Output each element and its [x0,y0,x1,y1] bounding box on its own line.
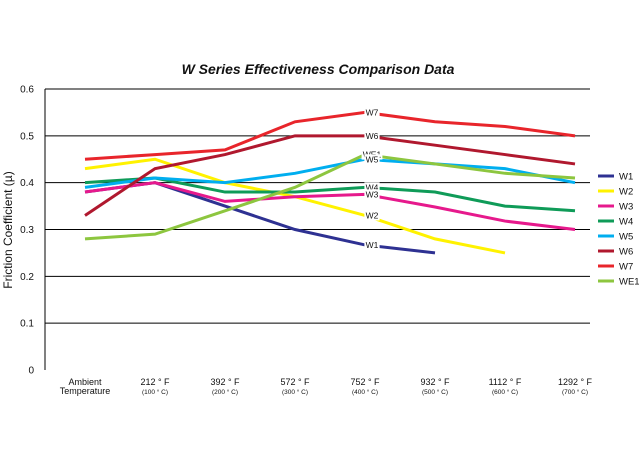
annotation-bg [364,154,380,165]
x-tick-sublabel: (700 ° C) [562,388,588,396]
y-tick-label: 0.6 [20,85,34,96]
legend-label-w2: W2 [619,187,633,198]
series-annotations: W7W6WE1W5W4W3W2W1 [361,107,383,250]
y-axis-label: Friction Coefficient (µ) [1,171,15,288]
legend-label-w6: W6 [619,247,633,258]
x-tick-label: 392 ° F [210,377,240,387]
series-line-w3 [84,181,576,231]
annotation-w4: W4 [366,182,379,192]
y-tick-label: 0.1 [20,319,34,330]
annotation-w5: W5 [366,154,379,164]
x-tick-label-line2: Temperature [60,386,111,396]
series-line-w6 [84,134,576,217]
x-tick-label: 1292 ° F [558,377,593,387]
y-tick-label: 0.5 [20,131,34,142]
annotation-w3: W3 [366,189,379,199]
legend-label-w1: W1 [619,172,633,183]
x-tick-sublabel: (400 ° C) [352,388,378,396]
annotation-w6: W6 [366,131,379,141]
annotation-w7: W7 [366,107,379,117]
chart-title: W Series Effectiveness Comparison Data [182,61,455,77]
annotation-bg [364,182,380,193]
x-tick-label: Ambient [68,377,102,387]
y-tick-label: 0.3 [20,225,34,236]
x-tick-sublabel: (100 ° C) [142,388,168,396]
series-line-w5 [84,157,576,189]
x-tick-label: 932 ° F [420,377,450,387]
legend-label-w7: W7 [619,262,633,273]
x-tick-sublabel: (200 ° C) [212,388,238,396]
y-tick-label: 0.2 [20,272,34,283]
annotation-w1: W1 [366,240,379,250]
annotation-bg [364,107,380,118]
legend-label-we1: WE1 [619,277,639,288]
annotation-w2: W2 [366,210,379,220]
annotation-bg [364,130,380,141]
series-lines [84,110,576,255]
y-tick-label: 0.4 [20,178,34,189]
annotation-bg [364,210,380,221]
legend-label-w5: W5 [619,232,633,243]
series-line-w7 [84,110,576,161]
legend-label-w4: W4 [619,217,633,228]
legend: W1 W2 W3 W4 W5 W6 W7 WE1 [598,172,639,288]
x-tick-label: 572 ° F [280,377,310,387]
series-line-w4 [84,176,576,213]
annotation-bg [364,239,380,250]
y-tick-label: 0 [28,366,34,377]
annotation-bg [364,189,380,200]
x-tick-label: 212 ° F [140,377,170,387]
y-tick-labels: 0 0.1 0.2 0.3 0.4 0.5 0.6 [20,85,34,377]
x-tick-sublabel: (600 ° C) [492,388,518,396]
x-tick-label: 752 ° F [350,377,380,387]
x-tick-sublabel: (300 ° C) [282,388,308,396]
grid [44,88,590,370]
series-line-we1 [84,153,576,241]
legend-label-w3: W3 [619,202,633,213]
x-tick-sublabel: (500 ° C) [422,388,448,396]
x-tick-label: 1112 ° F [489,377,522,387]
